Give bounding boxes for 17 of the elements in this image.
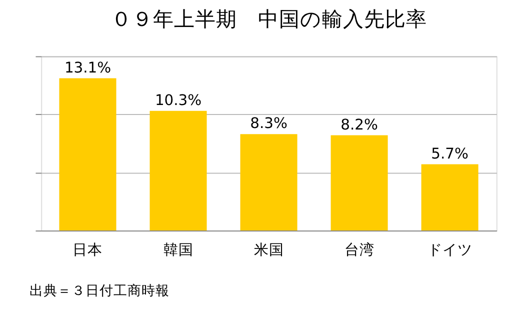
bar — [59, 78, 116, 231]
bar — [240, 134, 298, 231]
x-tick-label: 台湾 — [344, 241, 374, 258]
data-label: 13.1% — [64, 59, 112, 76]
source-note: 出典＝３日付工商時報 — [29, 283, 170, 300]
data-label: 10.3% — [154, 92, 202, 109]
data-label: 5.7% — [431, 145, 468, 162]
data-label: 8.3% — [250, 115, 288, 132]
x-tick-label: 日本 — [72, 241, 103, 258]
bar — [150, 110, 207, 231]
data-label: 8.2% — [340, 116, 378, 134]
bar — [421, 164, 478, 231]
bar — [330, 135, 388, 231]
x-tick-label: 米国 — [254, 241, 284, 258]
chart-title: ０９年上半期 中国の輸入先比率 — [110, 6, 427, 31]
x-tick-label: ドイツ — [427, 241, 472, 258]
x-tick-label: 韓国 — [163, 241, 194, 258]
